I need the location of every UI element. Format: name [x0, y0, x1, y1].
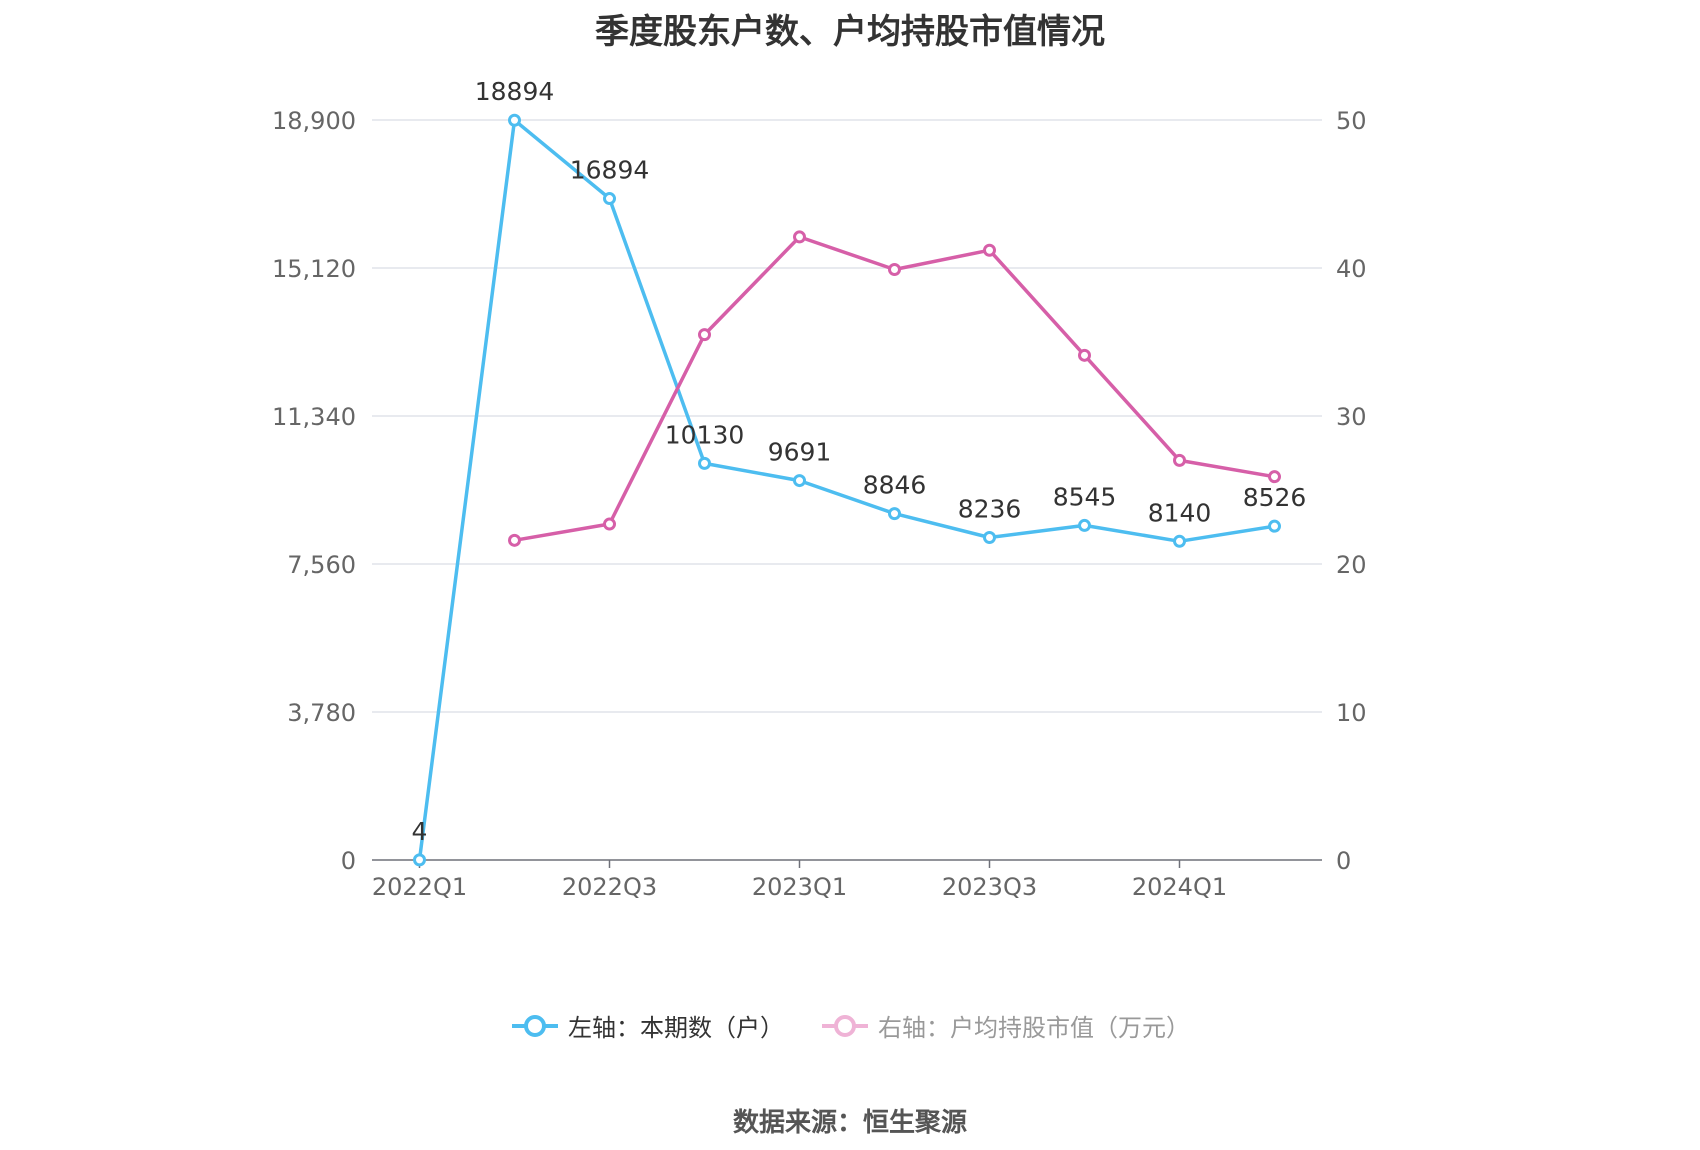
- data-point-right: [983, 243, 996, 257]
- y-tick-label-right: 40: [1336, 255, 1367, 283]
- data-point-right: [508, 533, 521, 547]
- data-label: 18894: [475, 77, 555, 106]
- legend-label-left: 左轴：本期数（户）: [568, 1014, 784, 1042]
- x-tick-label: 2022Q1: [372, 873, 467, 901]
- y-tick-label-right: 20: [1336, 551, 1367, 579]
- data-label: 8236: [958, 495, 1022, 524]
- data-label: 10130: [665, 420, 745, 449]
- legend-item-left[interactable]: 左轴：本期数（户）: [510, 1008, 784, 1043]
- legend-line-circle-icon: [822, 1014, 868, 1037]
- grid-lines: [372, 119, 1322, 713]
- source-note: 数据来源：恒生聚源: [732, 1108, 967, 1138]
- legend-line-circle-icon: [512, 1014, 558, 1037]
- data-point-left: [1268, 519, 1281, 533]
- x-tick-label: 2023Q1: [752, 873, 847, 901]
- y-tick-label-right: 10: [1336, 699, 1367, 727]
- legend: 左轴：本期数（户） 右轴：户均持股市值（万元）: [0, 1008, 1700, 1043]
- data-point-left: [603, 192, 616, 206]
- y-tick-label-left: 7,560: [287, 551, 356, 579]
- data-point-left: [698, 456, 711, 470]
- series: [413, 113, 1281, 867]
- data-point-right: [1173, 453, 1186, 467]
- data-point-left: [983, 531, 996, 545]
- data-label: 8545: [1053, 482, 1117, 511]
- y-tick-label-right: 0: [1336, 847, 1351, 875]
- y-tick-label-left: 15,120: [272, 255, 356, 283]
- y-tick-label-right: 50: [1336, 107, 1367, 135]
- chart-title: 季度股东户数、户均持股市值情况: [595, 12, 1105, 52]
- y-tick-label-right: 30: [1336, 403, 1367, 431]
- data-point-right: [888, 262, 901, 276]
- x-tick-label: 2024Q1: [1132, 873, 1227, 901]
- data-point-right: [793, 230, 806, 244]
- data-labels: 4 18894 16894 10130 9691 8846 8236 8545 8140 8526: [412, 77, 1307, 846]
- data-point-right: [603, 517, 616, 531]
- legend-item-right[interactable]: 右轴：户均持股市值（万元）: [820, 1008, 1190, 1043]
- y-tick-label-left: 11,340: [272, 403, 356, 431]
- data-point-left: [413, 853, 426, 867]
- axes: 0 0 3,780 10 7,560 20 11,340 30 15,120 40 18,900 50…: [272, 107, 1367, 901]
- x-tick-label: 2023Q3: [942, 873, 1037, 901]
- data-point-left: [1173, 534, 1186, 548]
- y-tick-label-left: 18,900: [272, 107, 356, 135]
- data-label: 8140: [1148, 498, 1212, 527]
- legend-label-right: 右轴：户均持股市值（万元）: [878, 1014, 1190, 1042]
- data-label: 8846: [863, 471, 927, 500]
- y-tick-label-left: 0: [341, 847, 356, 875]
- data-label: 16894: [570, 156, 650, 185]
- data-point-left: [508, 113, 521, 127]
- data-label: 9691: [768, 438, 832, 467]
- data-point-right: [1078, 348, 1091, 362]
- series-line-left: [417, 118, 1275, 861]
- data-point-left: [793, 474, 806, 488]
- x-tick-label: 2022Q3: [562, 873, 657, 901]
- data-point-left: [1078, 518, 1091, 532]
- y-tick-label-left: 3,780: [287, 699, 356, 727]
- data-point-left: [888, 507, 901, 521]
- data-label: 8526: [1243, 483, 1307, 512]
- data-label: 4: [412, 817, 428, 846]
- data-point-right: [698, 328, 711, 342]
- data-point-right: [1268, 470, 1281, 484]
